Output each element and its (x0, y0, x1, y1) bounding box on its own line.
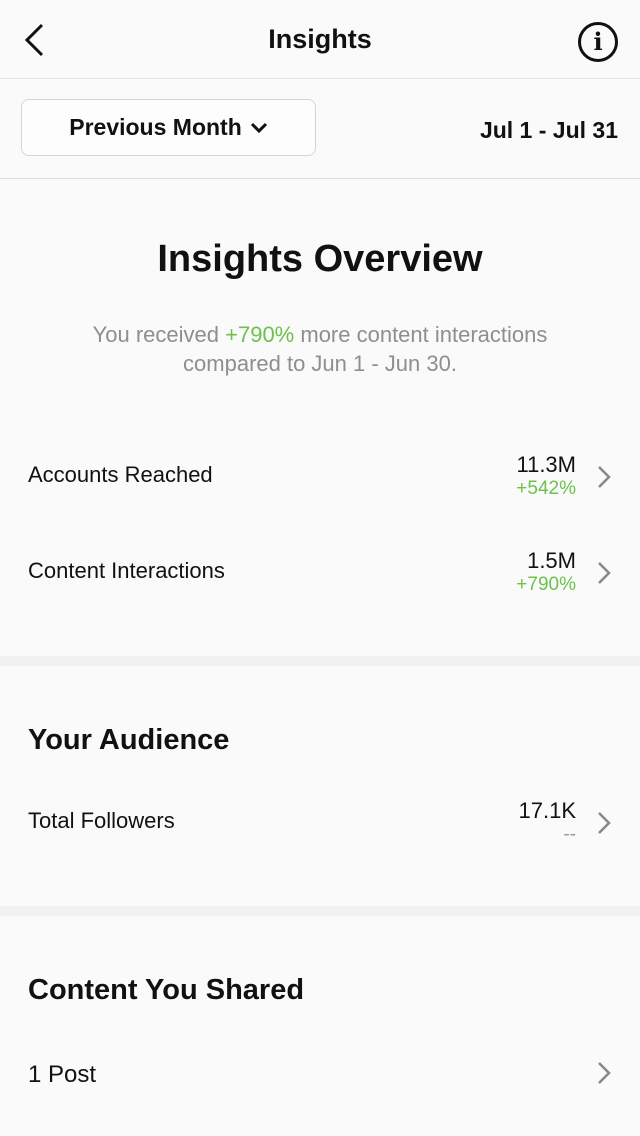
metric-total-followers[interactable]: Total Followers 17.1K -- (0, 798, 640, 858)
filter-row: Previous Month Jul 1 - Jul 31 (0, 79, 640, 179)
content-posts-row[interactable]: 1 Post (0, 1052, 640, 1112)
metric-content-interactions[interactable]: Content Interactions 1.5M +790% (0, 548, 640, 608)
date-range: Jul 1 - Jul 31 (479, 117, 618, 143)
top-bar: Insights i (0, 0, 640, 79)
page-title: Insights (268, 24, 372, 54)
period-label: Previous Month (69, 114, 242, 140)
chevron-down-icon (250, 122, 267, 133)
section-divider (0, 906, 640, 916)
info-icon[interactable]: i (578, 22, 618, 62)
back-button[interactable] (22, 22, 46, 63)
overview-title: Insights Overview (157, 238, 483, 280)
section-divider (0, 656, 640, 666)
chevron-left-icon (24, 23, 44, 57)
metric-accounts-reached[interactable]: Accounts Reached 11.3M +542% (0, 452, 640, 512)
chevron-right-icon (598, 1062, 611, 1084)
period-dropdown[interactable]: Previous Month (21, 99, 316, 156)
audience-title: Your Audience (28, 724, 230, 756)
chevron-right-icon (598, 812, 611, 834)
chevron-right-icon (598, 562, 611, 584)
overview-summary: You received +790% more content interact… (92, 322, 548, 376)
content-shared-title: Content You Shared (28, 974, 305, 1006)
chevron-right-icon (598, 466, 611, 488)
